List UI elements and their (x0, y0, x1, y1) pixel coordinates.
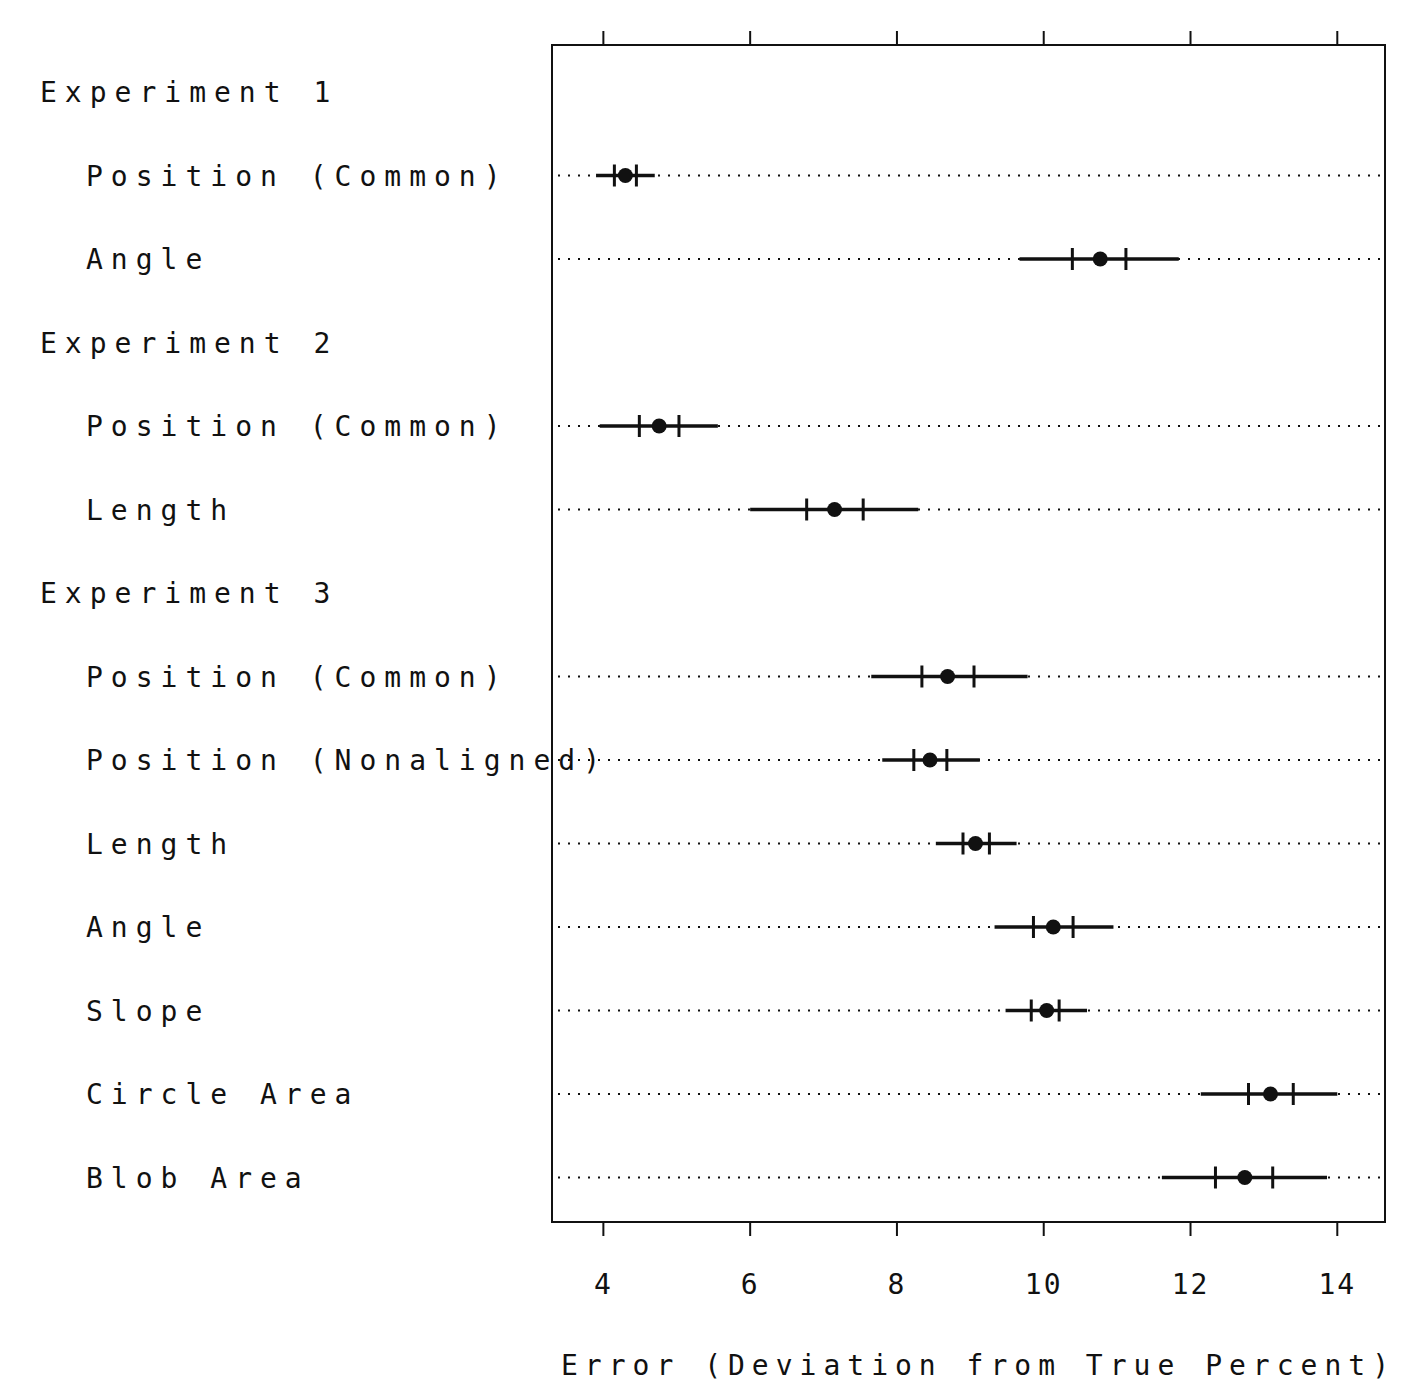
tick-label: 10 (1025, 1268, 1063, 1301)
group-label: Experiment 1 (40, 76, 338, 109)
grid-line (558, 509, 1385, 511)
inner-interval-tick (1071, 248, 1074, 270)
row-label: Blob Area (86, 1162, 310, 1195)
plot-frame (552, 45, 1385, 1222)
dot (922, 753, 937, 768)
tick-label: 14 (1318, 1268, 1356, 1301)
dot (1237, 1170, 1252, 1185)
tick-label: 4 (594, 1268, 613, 1301)
grid-line (558, 676, 1385, 678)
top-tick (896, 31, 898, 45)
dot (968, 836, 983, 851)
inner-interval-tick (1058, 1000, 1061, 1022)
chart: 4 6 8 10 12 14 Error (Deviation from True Perc… (0, 0, 1424, 1396)
row-label: Position (Common) (86, 661, 509, 694)
group-label: Experiment 2 (40, 327, 338, 360)
dot (652, 419, 667, 434)
grid-line (558, 175, 1385, 177)
top-tick (749, 31, 751, 45)
dot (618, 168, 633, 183)
inner-interval-tick (862, 499, 865, 521)
grid-line (558, 1177, 1385, 1179)
row-label: Length (86, 494, 235, 527)
dot (1093, 252, 1108, 267)
row-label: Position (Common) (86, 410, 509, 443)
inner-interval-tick (973, 666, 976, 688)
tick-label: 8 (888, 1268, 907, 1301)
dot (1046, 920, 1061, 935)
inner-interval-tick (1292, 1083, 1295, 1105)
grid-line (558, 926, 1385, 928)
tick-label: 6 (741, 1268, 760, 1301)
bottom-tick (1043, 1222, 1045, 1236)
grid-line (558, 1010, 1385, 1012)
bottom-tick (1190, 1222, 1192, 1236)
bottom-tick (602, 1222, 604, 1236)
row-label: Angle (86, 243, 210, 276)
inner-interval-tick (638, 415, 641, 437)
top-tick (1336, 31, 1338, 45)
inner-interval-tick (805, 499, 808, 521)
inner-interval-tick (1124, 248, 1127, 270)
inner-interval-tick (961, 833, 964, 855)
inner-interval-tick (920, 666, 923, 688)
row-label: Position (Common) (86, 160, 509, 193)
inner-interval-tick (613, 165, 616, 187)
top-tick (602, 31, 604, 45)
tick-label: 12 (1172, 1268, 1210, 1301)
row-label: Length (86, 828, 235, 861)
grid-line (558, 1093, 1385, 1095)
row-label: Angle (86, 911, 210, 944)
marks (558, 165, 1385, 1189)
x-axis-label: Error (Deviation from True Percent) (561, 1349, 1396, 1382)
inner-interval-tick (677, 415, 680, 437)
inner-interval-tick (1032, 916, 1035, 938)
grid-line (558, 425, 1385, 427)
row-label: Circle Area (86, 1078, 359, 1111)
row-label: Position (Nonaligned) (86, 744, 608, 777)
inner-interval-tick (1030, 1000, 1033, 1022)
inner-interval-tick (1214, 1167, 1217, 1189)
top-tick (1043, 31, 1045, 45)
dot (827, 502, 842, 517)
grid-line (558, 258, 1385, 260)
bottom-tick (896, 1222, 898, 1236)
top-tick (1190, 31, 1192, 45)
dot (1263, 1087, 1278, 1102)
inner-interval-tick (1271, 1167, 1274, 1189)
inner-interval-tick (945, 749, 948, 771)
bottom-tick (1336, 1222, 1338, 1236)
inner-interval-tick (1072, 916, 1075, 938)
inner-interval-tick (912, 749, 915, 771)
dot (1039, 1003, 1054, 1018)
row-label: Slope (86, 995, 210, 1028)
grid-line (558, 759, 1385, 761)
inner-interval-tick (1247, 1083, 1250, 1105)
group-label: Experiment 3 (40, 577, 338, 610)
bottom-tick (749, 1222, 751, 1236)
inner-interval-tick (635, 165, 638, 187)
inner-interval-tick (988, 833, 991, 855)
dot (940, 669, 955, 684)
